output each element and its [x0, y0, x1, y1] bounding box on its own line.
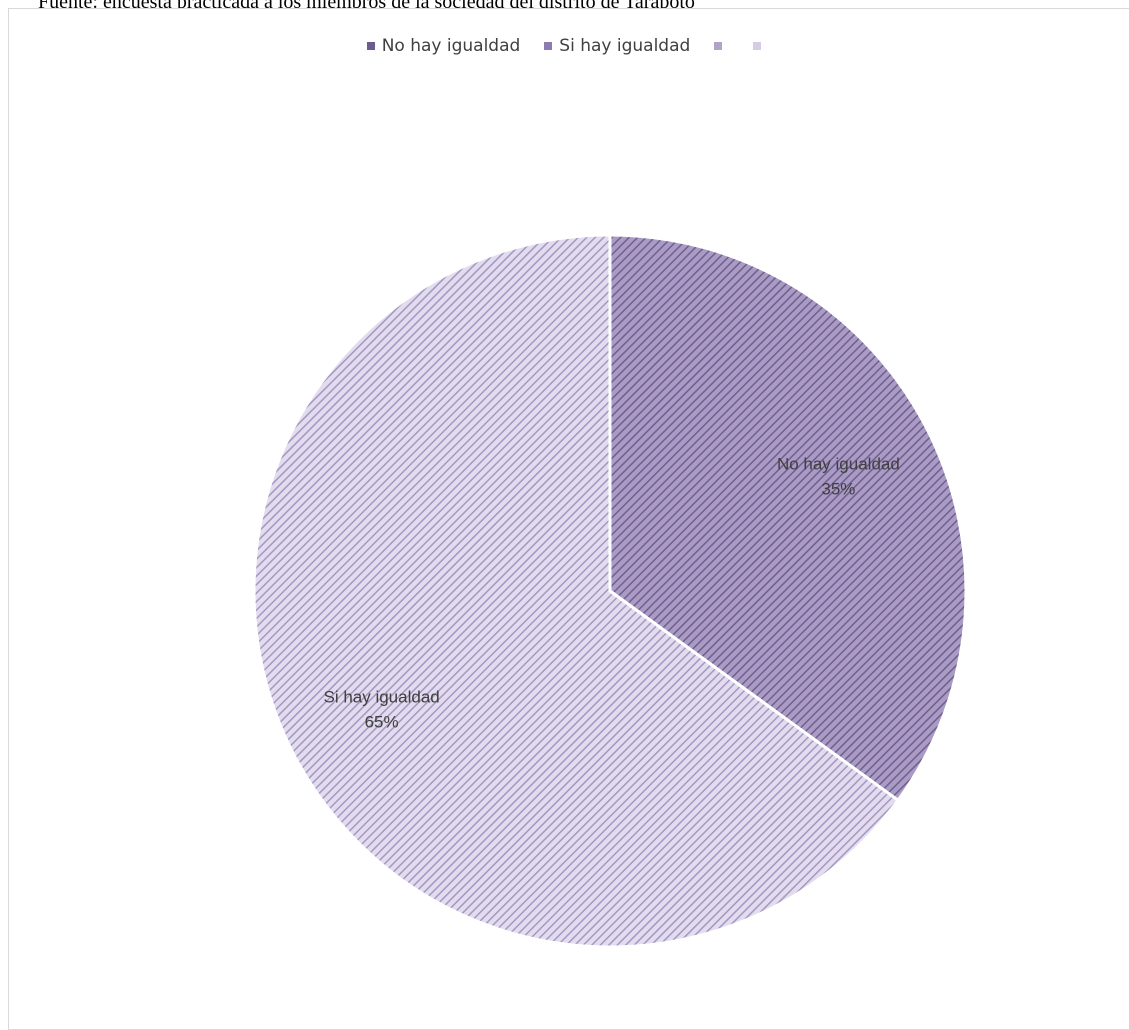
legend-label-1: No hay igualdad [381, 36, 521, 56]
legend-swatch-4 [753, 42, 762, 50]
pie-slice-2 [252, 233, 901, 949]
slice-value-label-1: 35% [821, 480, 855, 499]
legend-item-4 [747, 42, 768, 50]
legend-swatch-2 [544, 42, 553, 50]
chart-legend: No hay igualdad Si hay igualdad [0, 36, 1129, 56]
slice-value-label-2: 65% [365, 712, 399, 731]
slice-category-label-2: Si hay igualdad [323, 687, 439, 706]
legend-item-3 [708, 42, 729, 50]
legend-label-2: Si hay igualdad [559, 36, 691, 56]
legend-item-1: No hay igualdad [361, 36, 521, 56]
pie-slice-1 [608, 233, 968, 803]
legend-swatch-3 [714, 42, 723, 50]
legend-swatch-1 [366, 42, 375, 50]
slice-category-label-1: No hay igualdad [777, 455, 900, 474]
legend-item-2: Si hay igualdad [538, 36, 690, 56]
